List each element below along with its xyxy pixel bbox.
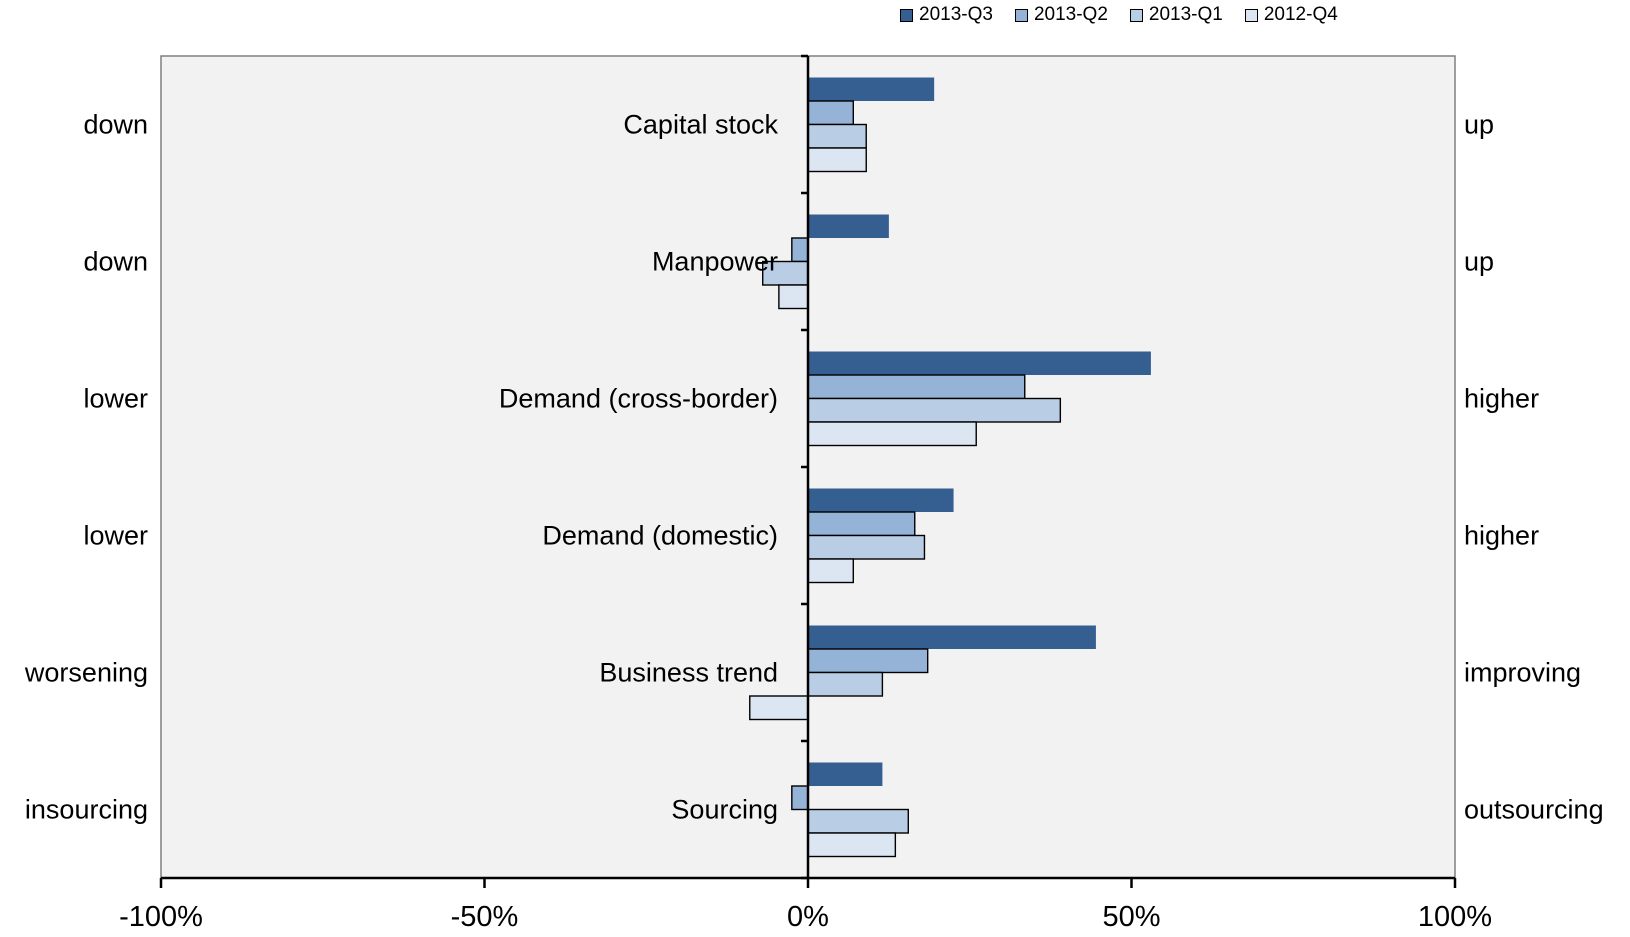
legend-swatch-2012-q4	[1244, 8, 1258, 22]
category-label-2: Demand (cross-border)	[499, 384, 778, 414]
axes-group	[159, 54, 1457, 888]
bar-2013-q2-3	[807, 511, 916, 537]
x-tick-label-2: 0%	[787, 901, 829, 933]
right-direction-label-0: up	[1464, 110, 1494, 140]
bar-2012-q4-2	[807, 421, 977, 447]
x-tick-label-3: 50%	[1102, 901, 1160, 933]
category-label-0: Capital stock	[623, 110, 778, 140]
bars-group	[749, 77, 1151, 858]
left-direction-label-5: insourcing	[25, 795, 148, 825]
legend-label-2013-q2: 2013-Q2	[1033, 4, 1108, 25]
bar-2013-q3-1	[808, 214, 889, 238]
x-tick-label-1: -50%	[451, 901, 519, 933]
legend-item-2012-q4: 2012-Q4	[1244, 4, 1338, 26]
bar-2013-q2-2	[807, 374, 1026, 400]
bar-2013-q3-2	[808, 351, 1151, 375]
bar-2012-q4-0	[807, 147, 867, 173]
category-label-5: Sourcing	[671, 795, 778, 825]
bar-2013-q1-2	[807, 397, 1062, 423]
bar-2013-q2-5	[791, 785, 809, 811]
bar-2013-q3-3	[808, 488, 954, 512]
left-direction-label-4: worsening	[24, 658, 148, 688]
x-tick-label-0: -100%	[119, 901, 203, 933]
bar-2013-q3-5	[808, 762, 883, 786]
x-tick-label-4: 100%	[1418, 901, 1492, 933]
bar-2013-q2-1	[791, 237, 809, 263]
left-direction-label-1: down	[83, 247, 148, 277]
legend: 2013-Q3 2013-Q2 2013-Q1 2012-Q4	[900, 4, 1338, 26]
right-direction-label-2: higher	[1464, 384, 1539, 414]
category-label-4: Business trend	[599, 658, 778, 688]
category-label-1: Manpower	[652, 247, 778, 277]
bar-2013-q1-0	[807, 123, 867, 149]
legend-label-2013-q1: 2013-Q1	[1148, 4, 1223, 25]
bar-2012-q4-1	[778, 284, 809, 310]
bar-2013-q3-4	[808, 625, 1096, 649]
bar-2012-q4-5	[807, 832, 897, 858]
legend-swatch-2013-q3	[900, 8, 913, 22]
left-direction-label-3: lower	[83, 521, 148, 551]
bar-2013-q2-4	[807, 648, 929, 674]
bar-2013-q2-0	[807, 100, 854, 126]
legend-swatch-2013-q2	[1014, 8, 1028, 22]
right-direction-label-3: higher	[1464, 521, 1539, 551]
right-direction-label-4: improving	[1464, 658, 1581, 688]
left-direction-label-0: down	[83, 110, 148, 140]
legend-label-2012-q4: 2012-Q4	[1263, 4, 1338, 25]
bar-2012-q4-4	[749, 695, 809, 721]
bar-2013-q1-5	[807, 808, 909, 834]
legend-swatch-2013-q1	[1129, 8, 1143, 22]
bar-2013-q1-4	[807, 671, 884, 697]
right-direction-label-1: up	[1464, 247, 1494, 277]
labels-group: Capital stock down up Manpower down up Demand …	[24, 110, 1604, 934]
bar-2013-q1-3	[807, 534, 926, 560]
legend-label-2013-q3: 2013-Q3	[919, 4, 993, 25]
legend-item-2013-q1: 2013-Q1	[1129, 4, 1223, 26]
legend-item-2013-q3: 2013-Q3	[900, 4, 993, 26]
right-direction-label-5: outsourcing	[1464, 795, 1604, 825]
bar-2012-q4-3	[807, 558, 854, 584]
legend-item-2013-q2: 2013-Q2	[1014, 4, 1108, 26]
category-label-3: Demand (domestic)	[542, 521, 778, 551]
bar-2013-q3-0	[808, 77, 935, 101]
left-direction-label-2: lower	[83, 384, 148, 414]
